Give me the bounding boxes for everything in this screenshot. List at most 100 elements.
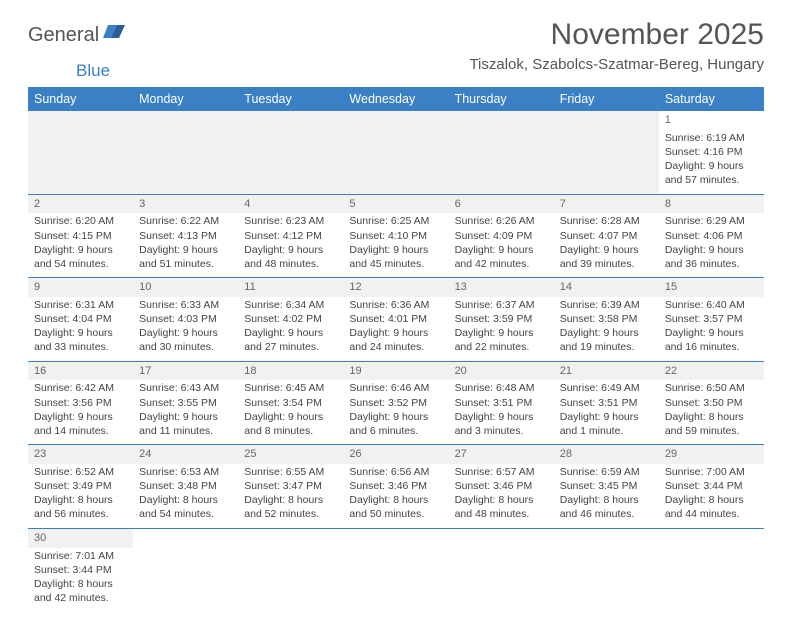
page-title: November 2025 [469,18,764,52]
sunrise-text: Sunrise: 6:28 AM [560,214,653,228]
sunrise-text: Sunrise: 6:43 AM [139,381,232,395]
sunset-text: Sunset: 3:54 PM [244,396,337,410]
calendar-body: 1Sunrise: 6:19 AMSunset: 4:16 PMDaylight… [28,111,764,611]
day-number: 22 [659,362,764,381]
calendar-cell: 11Sunrise: 6:34 AMSunset: 4:02 PMDayligh… [238,278,343,362]
sunrise-text: Sunrise: 6:45 AM [244,381,337,395]
sunset-text: Sunset: 4:02 PM [244,312,337,326]
day-number: 14 [554,278,659,297]
sunset-text: Sunset: 3:45 PM [560,479,653,493]
sunrise-text: Sunrise: 6:42 AM [34,381,127,395]
sunset-text: Sunset: 4:16 PM [665,145,758,159]
daylight-text: and 19 minutes. [560,340,653,354]
daylight-text: Daylight: 9 hours [455,243,548,257]
logo: General [28,18,127,47]
daylight-text: and 52 minutes. [244,507,337,521]
sunset-text: Sunset: 3:48 PM [139,479,232,493]
day-number: 23 [28,445,133,464]
daylight-text: Daylight: 9 hours [560,326,653,340]
sunrise-text: Sunrise: 6:33 AM [139,298,232,312]
sunset-text: Sunset: 3:59 PM [455,312,548,326]
sunrise-text: Sunrise: 7:00 AM [665,465,758,479]
day-number: 6 [449,195,554,214]
daylight-text: and 59 minutes. [665,424,758,438]
sunset-text: Sunset: 4:13 PM [139,229,232,243]
daylight-text: and 48 minutes. [455,507,548,521]
calendar-week-row: 1Sunrise: 6:19 AMSunset: 4:16 PMDaylight… [28,111,764,194]
sunrise-text: Sunrise: 6:23 AM [244,214,337,228]
daylight-text: Daylight: 9 hours [349,410,442,424]
daylight-text: and 39 minutes. [560,257,653,271]
day-number: 21 [554,362,659,381]
calendar-cell: 2Sunrise: 6:20 AMSunset: 4:15 PMDaylight… [28,194,133,278]
calendar-cell: 4Sunrise: 6:23 AMSunset: 4:12 PMDaylight… [238,194,343,278]
weekday-header: Wednesday [343,87,448,111]
daylight-text: and 22 minutes. [455,340,548,354]
sunset-text: Sunset: 3:57 PM [665,312,758,326]
daylight-text: Daylight: 8 hours [34,493,127,507]
day-number: 3 [133,195,238,214]
sunset-text: Sunset: 3:44 PM [665,479,758,493]
sunset-text: Sunset: 3:51 PM [455,396,548,410]
sunset-text: Sunset: 4:04 PM [34,312,127,326]
sunrise-text: Sunrise: 6:31 AM [34,298,127,312]
daylight-text: Daylight: 9 hours [139,326,232,340]
daylight-text: and 48 minutes. [244,257,337,271]
calendar-week-row: 30Sunrise: 7:01 AMSunset: 3:44 PMDayligh… [28,528,764,611]
page: General November 2025 Tiszalok, Szabolcs… [0,0,792,629]
sunset-text: Sunset: 4:03 PM [139,312,232,326]
daylight-text: and 42 minutes. [34,591,127,605]
calendar-cell: 22Sunrise: 6:50 AMSunset: 3:50 PMDayligh… [659,361,764,445]
sunrise-text: Sunrise: 6:37 AM [455,298,548,312]
daylight-text: Daylight: 9 hours [34,410,127,424]
daylight-text: and 1 minute. [560,424,653,438]
calendar-cell: 30Sunrise: 7:01 AMSunset: 3:44 PMDayligh… [28,528,133,611]
sunrise-text: Sunrise: 7:01 AM [34,549,127,563]
calendar-cell [238,111,343,194]
calendar-cell: 15Sunrise: 6:40 AMSunset: 3:57 PMDayligh… [659,278,764,362]
sunset-text: Sunset: 3:46 PM [455,479,548,493]
daylight-text: and 36 minutes. [665,257,758,271]
sunrise-text: Sunrise: 6:29 AM [665,214,758,228]
calendar-cell: 12Sunrise: 6:36 AMSunset: 4:01 PMDayligh… [343,278,448,362]
sunset-text: Sunset: 3:51 PM [560,396,653,410]
calendar-cell [238,528,343,611]
calendar-cell [343,111,448,194]
sunrise-text: Sunrise: 6:53 AM [139,465,232,479]
sunset-text: Sunset: 3:56 PM [34,396,127,410]
daylight-text: and 24 minutes. [349,340,442,354]
day-number: 20 [449,362,554,381]
daylight-text: Daylight: 8 hours [244,493,337,507]
sunset-text: Sunset: 3:47 PM [244,479,337,493]
day-number: 12 [343,278,448,297]
day-number: 4 [238,195,343,214]
daylight-text: Daylight: 9 hours [244,326,337,340]
day-number: 25 [238,445,343,464]
day-number: 9 [28,278,133,297]
daylight-text: Daylight: 9 hours [349,326,442,340]
sunrise-text: Sunrise: 6:49 AM [560,381,653,395]
calendar-week-row: 23Sunrise: 6:52 AMSunset: 3:49 PMDayligh… [28,445,764,529]
calendar-week-row: 16Sunrise: 6:42 AMSunset: 3:56 PMDayligh… [28,361,764,445]
day-number: 17 [133,362,238,381]
sunset-text: Sunset: 3:49 PM [34,479,127,493]
calendar-cell [449,111,554,194]
sunset-text: Sunset: 4:10 PM [349,229,442,243]
weekday-header: Tuesday [238,87,343,111]
daylight-text: and 56 minutes. [34,507,127,521]
sunrise-text: Sunrise: 6:34 AM [244,298,337,312]
calendar-cell [343,528,448,611]
calendar-cell [449,528,554,611]
calendar-cell: 6Sunrise: 6:26 AMSunset: 4:09 PMDaylight… [449,194,554,278]
daylight-text: Daylight: 9 hours [244,410,337,424]
day-number: 18 [238,362,343,381]
daylight-text: Daylight: 8 hours [665,410,758,424]
sunrise-text: Sunrise: 6:26 AM [455,214,548,228]
calendar-cell: 17Sunrise: 6:43 AMSunset: 3:55 PMDayligh… [133,361,238,445]
sunset-text: Sunset: 4:15 PM [34,229,127,243]
calendar-cell [133,528,238,611]
day-number: 1 [659,111,764,130]
weekday-header: Thursday [449,87,554,111]
daylight-text: Daylight: 9 hours [139,410,232,424]
daylight-text: and 16 minutes. [665,340,758,354]
